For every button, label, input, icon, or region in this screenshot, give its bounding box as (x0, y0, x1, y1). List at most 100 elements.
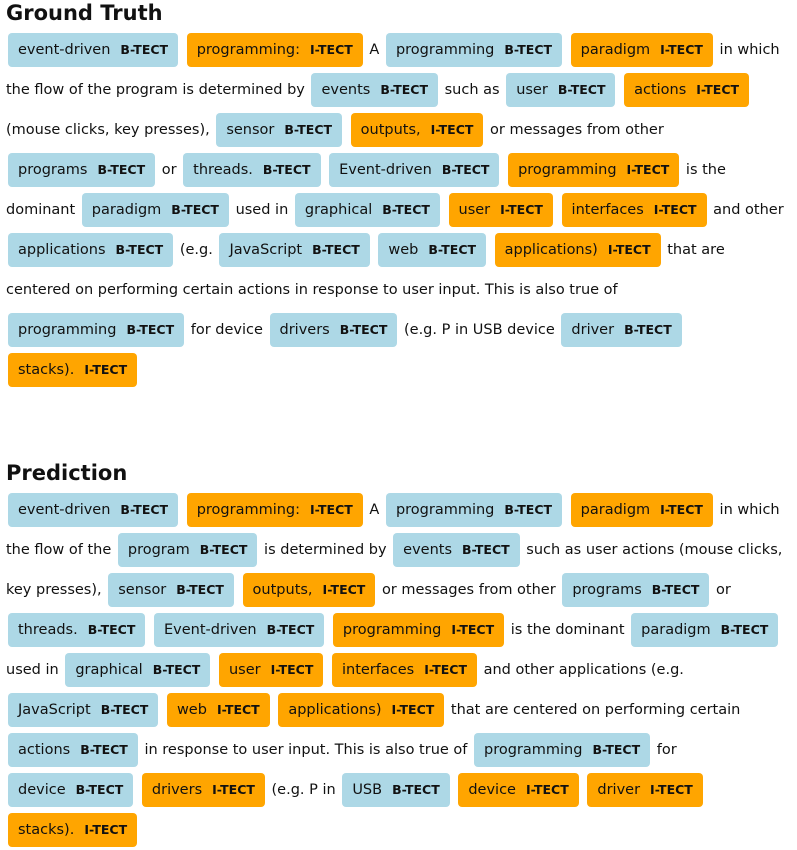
token-word: device (18, 782, 66, 798)
entity-tag-label: B-TECT (171, 202, 219, 217)
entity-tag-label: B-TECT (126, 322, 175, 337)
plain-text: or (716, 582, 731, 598)
token-word: paradigm (641, 622, 711, 638)
prediction-section: Prediction event-driven B-TECT programmin… (0, 460, 797, 850)
plain-text: for device (190, 322, 263, 338)
entity-tag-label: I-TECT (212, 782, 255, 797)
plain-text: (e.g. (179, 242, 213, 258)
entity-tag-label: B-TECT (176, 582, 224, 597)
ground-truth-tokens: event-driven B-TECT programming: I-TECT A … (6, 30, 791, 390)
entity-token: driver I-TECT (587, 773, 703, 807)
entity-token: event-driven B-TECT (8, 493, 179, 527)
entity-tag-label: I-TECT (270, 662, 314, 677)
token-word: USB (352, 782, 383, 798)
plain-text: that are centered on performing certain … (6, 242, 725, 298)
entity-tag-label: B-TECT (152, 662, 201, 677)
entity-tag-label: I-TECT (525, 782, 569, 797)
token-word: paradigm (580, 42, 651, 58)
entity-tag-label: I-TECT (84, 362, 128, 377)
plain-text: used in (235, 202, 289, 218)
entity-tag-label: B-TECT (100, 702, 149, 717)
entity-tag-label: I-TECT (660, 42, 703, 57)
entity-tag-label: I-TECT (696, 82, 740, 97)
token-word: stacks). (18, 362, 75, 378)
entity-tag-label: B-TECT (120, 502, 169, 517)
entity-tag-label: I-TECT (310, 42, 353, 57)
token-word: user (516, 82, 548, 98)
entity-token: paradigm I-TECT (570, 33, 713, 67)
entity-token: interfaces I-TECT (561, 193, 707, 227)
token-word: web (176, 702, 207, 718)
entity-token: interfaces I-TECT (331, 653, 477, 687)
entity-token: user B-TECT (506, 73, 616, 107)
token-word: interfaces (341, 662, 415, 678)
plain-text: for (656, 742, 677, 758)
entity-token: JavaScript B-TECT (219, 233, 370, 267)
entity-tag-label: B-TECT (720, 622, 769, 637)
token-word: sensor (118, 582, 167, 598)
plain-text: (e.g. P in USB device (404, 322, 555, 338)
token-word: drivers (279, 322, 330, 338)
entity-token: actions I-TECT (624, 73, 750, 107)
token-word: programming (395, 502, 495, 518)
prediction-tokens: event-driven B-TECT programming: I-TECT A … (6, 490, 791, 850)
entity-token: events B-TECT (311, 73, 438, 107)
entity-token: applications) I-TECT (494, 233, 661, 267)
entity-token: Event-driven B-TECT (329, 153, 500, 187)
entity-token: events B-TECT (393, 533, 520, 567)
entity-token: device I-TECT (458, 773, 579, 807)
token-word: programming (518, 162, 617, 178)
entity-tag-label: B-TECT (651, 582, 700, 597)
entity-tag-label: B-TECT (97, 162, 146, 177)
token-word: web (388, 242, 419, 258)
token-word: threads. (193, 162, 253, 178)
plain-text: or messages from other (490, 122, 664, 138)
entity-tag-label: B-TECT (624, 322, 672, 337)
entity-token: driver B-TECT (561, 313, 682, 347)
entity-token: programming: I-TECT (186, 493, 363, 527)
token-word: JavaScript (18, 702, 91, 718)
token-word: paradigm (580, 502, 651, 518)
entity-token: threads. B-TECT (8, 613, 146, 647)
plain-text: is the dominant (510, 622, 625, 638)
token-word: drivers (151, 782, 203, 798)
entity-tag-label: B-TECT (266, 622, 315, 637)
token-word: events (403, 542, 453, 558)
entity-tag-label: I-TECT (84, 822, 128, 837)
entity-token: outputs, I-TECT (350, 113, 484, 147)
entity-tag-label: I-TECT (660, 502, 703, 517)
entity-token: programs B-TECT (8, 153, 156, 187)
entity-token: programming I-TECT (508, 153, 680, 187)
plain-text: and other applications (e.g. (483, 662, 684, 678)
token-word: events (321, 82, 371, 98)
entity-token: programming B-TECT (8, 313, 185, 347)
entity-token: drivers B-TECT (269, 313, 398, 347)
entity-token: program B-TECT (117, 533, 258, 567)
plain-text: or messages from other (381, 582, 556, 598)
token-word: programming (342, 622, 442, 638)
entity-token: programming B-TECT (474, 733, 651, 767)
token-word: stacks). (18, 822, 75, 838)
entity-tag-label: B-TECT (199, 542, 248, 557)
token-word: outputs, (252, 582, 313, 598)
token-word: user (228, 662, 261, 678)
token-word: actions (18, 742, 71, 758)
entity-tag-label: I-TECT (322, 582, 366, 597)
entity-tag-label: I-TECT (391, 702, 435, 717)
plain-text: used in (6, 662, 59, 678)
entity-token: sensor B-TECT (108, 573, 234, 607)
entity-token: applications B-TECT (8, 233, 174, 267)
token-word: driver (571, 322, 615, 338)
entity-token: actions B-TECT (8, 733, 138, 767)
entity-tag-label: B-TECT (428, 242, 477, 257)
entity-token: user I-TECT (218, 653, 324, 687)
plain-text: in which the flow of the program is dete… (6, 42, 780, 98)
plain-text: or (161, 162, 177, 178)
plain-text: is the dominant (6, 162, 726, 218)
plain-text: A (369, 502, 380, 518)
plain-text: such as (444, 82, 500, 98)
ground-truth-title: Ground Truth (6, 1, 163, 25)
entity-tag-label: B-TECT (120, 42, 169, 57)
entity-token: JavaScript B-TECT (8, 693, 159, 727)
entity-token: device B-TECT (8, 773, 134, 807)
